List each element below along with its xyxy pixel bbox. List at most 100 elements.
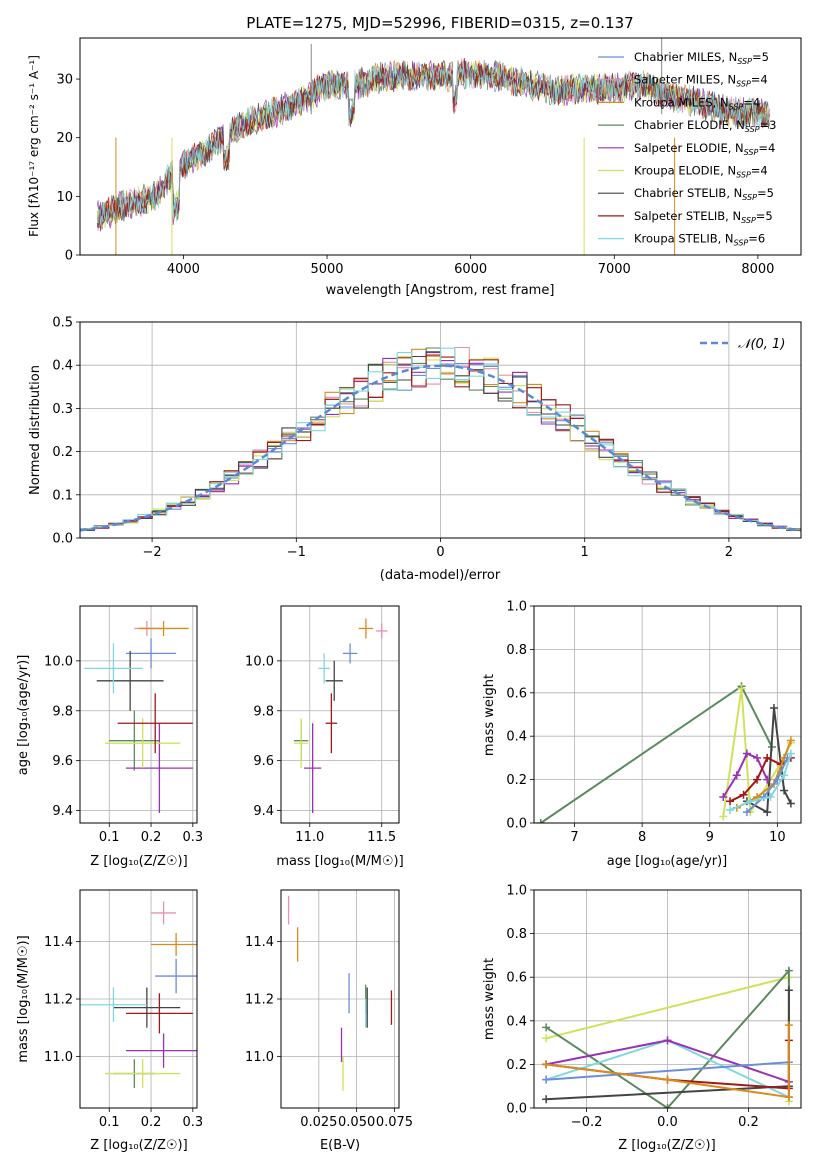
weight-age-marker	[763, 775, 772, 784]
weight-age-marker	[780, 786, 789, 795]
age-z-xtick-label: 0.2	[141, 830, 162, 845]
weight-vs-metallicity-ylabel: mass weight	[482, 958, 497, 1040]
age-z-ytick-label: 9.6	[52, 754, 73, 769]
weight-z-ytick-label: 0.0	[506, 1102, 527, 1117]
weight-age-marker	[746, 797, 755, 806]
weight-vs-metallicity-panel: −0.2 0.0 0.2 0.0 0.2 0.4 0.6 0.8 1.0	[506, 884, 802, 1130]
weight-z-marker	[663, 1075, 672, 1084]
weight-age-ytick-label: 0.8	[506, 643, 527, 658]
weight-age-xtick-label: 9	[706, 830, 714, 845]
weight-age-marker	[737, 684, 746, 693]
normal-curve	[80, 364, 801, 532]
spectrum-ytick-label: 20	[56, 131, 73, 146]
figure-title: PLATE=1275, MJD=52996, FIBERID=0315, z=0…	[246, 14, 633, 32]
weight-z-ytick-label: 0.8	[506, 927, 527, 942]
weight-z-marker	[542, 1023, 551, 1032]
mass-ebv-ytick-label: 11.4	[245, 935, 274, 950]
residual-histogram	[80, 347, 801, 530]
age-vs-metallicity-xlabel: Z [log₁₀(Z/Z☉)]	[90, 854, 187, 869]
weight-z-frame	[533, 889, 802, 1109]
residuals-ytick-label: 0.1	[52, 488, 73, 503]
weight-z-marker	[542, 1060, 551, 1069]
spectrum-xlabel: wavelength [Angstrom, rest frame]	[326, 283, 555, 298]
residuals-ytick-label: 0.0	[52, 532, 73, 547]
weight-age-marker	[786, 799, 795, 808]
spectrum-frame	[79, 37, 802, 256]
weight-z-marker	[542, 1095, 551, 1104]
spectrum-panel: 4000 5000 6000 7000 8000 0 10 20 30 Chabrier MILE…	[56, 37, 802, 277]
residuals-xlabel: (data-model)/error	[380, 568, 501, 583]
weight-age-ytick-label: 0.2	[506, 773, 527, 788]
mass-vs-metallicity-panel: 0.1 0.2 0.3 11.0 11.2 11.4	[44, 889, 203, 1130]
weight-age-marker	[726, 805, 735, 814]
residuals-xtick-label: 0	[436, 545, 444, 560]
weight-age-frame	[533, 605, 802, 824]
spectrum-ytick-label: 10	[56, 190, 73, 205]
weight-vs-metallicity-xlabel: Z [log₁₀(Z/Z☉)]	[618, 1138, 715, 1153]
mass-ebv-ytick-label: 11.2	[245, 993, 274, 1008]
spectrum-xtick-label: 8000	[741, 262, 774, 277]
weight-age-marker	[753, 775, 762, 784]
mass-ebv-xtick-label: 0.075	[376, 1115, 413, 1130]
age-vs-metallicity-ylabel: age [log₁₀(age/yr)]	[16, 655, 31, 776]
mass-ebv-ytick-label: 11.0	[245, 1050, 274, 1065]
residuals-ytick-label: 0.4	[52, 359, 73, 374]
age-vs-mass-xlabel: mass [log₁₀(M/M☉)]	[276, 854, 403, 869]
age-mass-ytick-label: 9.6	[253, 754, 274, 769]
mass-vs-extinction-xlabel: E(B-V)	[320, 1138, 360, 1153]
mass-vs-metallicity-ylabel: mass [log₁₀(M/M☉)]	[16, 935, 31, 1062]
weight-age-xtick-label: 8	[638, 830, 646, 845]
spectrum-xtick-label: 5000	[310, 262, 343, 277]
spectrum-legend-label: Salpeter MILES, NSSP=4	[634, 73, 768, 89]
weight-age-marker	[739, 790, 748, 799]
residuals-legend-label: 𝒩(0, 1)	[738, 337, 785, 352]
mass-ebv-xtick-label: 0.025	[300, 1115, 337, 1130]
spectrum-series-line	[96, 60, 770, 225]
age-z-ytick-label: 9.8	[52, 704, 73, 719]
weight-age-marker	[763, 808, 772, 817]
spectrum-legend-label: Chabrier ELODIE, NSSP=3	[634, 118, 776, 134]
spectrum-ylabel: Flux [fλ10⁻¹⁷ erg cm⁻² s⁻¹ A⁻¹]	[27, 55, 41, 237]
spectrum-ytick-label: 30	[56, 73, 73, 88]
age-vs-mass-panel: 11.0 11.5 9.4 9.6 9.8 10.0	[245, 605, 400, 845]
weight-z-xtick-label: −0.2	[571, 1115, 603, 1130]
mass-vs-extinction-panel: 0.025 0.050 0.075 11.0 11.2 11.4	[245, 889, 413, 1130]
weight-z-marker	[663, 1104, 672, 1108]
weight-z-marker	[784, 966, 793, 975]
mass-z-points	[80, 901, 197, 1088]
spectrum-legend-label: Chabrier STELIB, NSSP=5	[634, 186, 774, 202]
weight-z-series-line	[545, 1025, 790, 1099]
weight-age-marker	[780, 771, 789, 780]
age-mass-ytick-label: 9.8	[253, 704, 274, 719]
weight-age-marker	[719, 792, 728, 801]
age-mass-xtick-label: 11.0	[295, 830, 324, 845]
weight-age-marker	[753, 753, 762, 762]
weight-age-marker	[769, 703, 778, 712]
spectrum-xtick-label: 4000	[167, 262, 200, 277]
age-vs-metallicity-panel: 0.1 0.2 0.3 9.4 9.6 9.8 10.0	[44, 605, 203, 845]
spectrum-ytick-label: 0	[65, 249, 73, 264]
weight-z-marker	[542, 1034, 551, 1043]
age-mass-xtick-label: 11.5	[367, 830, 396, 845]
spectrum-xtick-label: 6000	[454, 262, 487, 277]
spectrum-legend-label: Chabrier MILES, NSSP=5	[634, 50, 769, 66]
weight-z-marker	[542, 1075, 551, 1084]
spectrum-curves	[96, 38, 770, 255]
spectrum-xtick-label: 7000	[598, 262, 631, 277]
age-mass-ytick-label: 9.4	[253, 804, 274, 819]
weight-z-marker	[784, 1093, 793, 1102]
mass-z-xtick-label: 0.3	[182, 1115, 203, 1130]
mass-ebv-xtick-label: 0.050	[338, 1115, 375, 1130]
weight-z-ytick-label: 0.4	[506, 1014, 527, 1029]
weight-z-lines	[542, 966, 793, 1108]
weight-age-marker	[766, 792, 775, 801]
residuals-ylabel: Normed distribution	[28, 365, 43, 495]
residuals-ytick-label: 0.5	[52, 316, 73, 331]
weight-age-marker	[536, 819, 545, 823]
weight-age-marker	[786, 749, 795, 758]
weight-age-marker	[742, 749, 751, 758]
weight-age-lines	[536, 682, 795, 823]
age-z-xtick-label: 0.1	[99, 830, 120, 845]
weight-z-xtick-label: 0.0	[657, 1115, 678, 1130]
